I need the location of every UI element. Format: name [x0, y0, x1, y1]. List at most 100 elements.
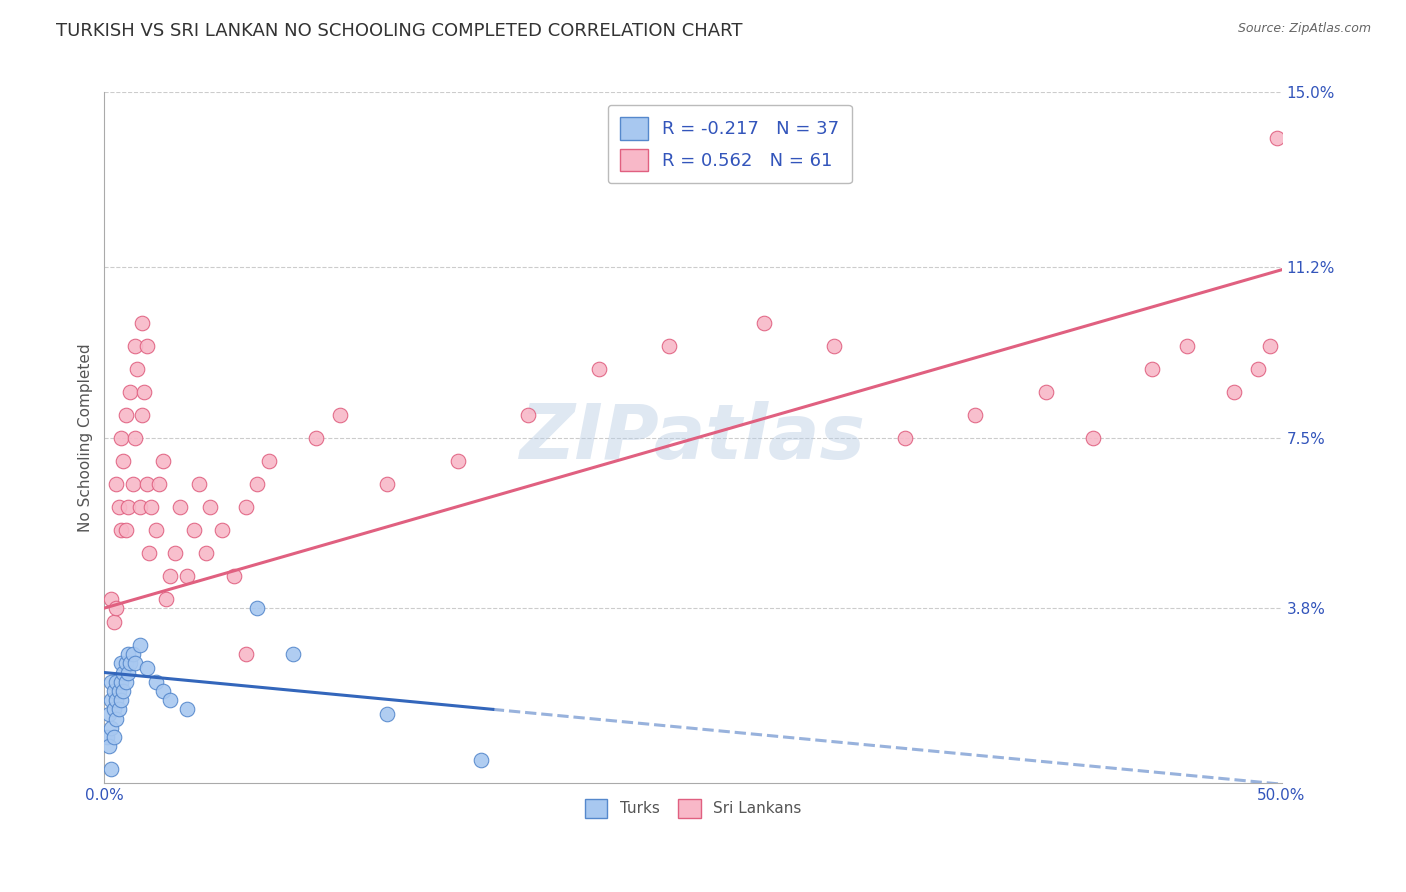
Point	[100, 762, 122, 776]
Point	[200, 500, 222, 514]
Point	[163, 546, 186, 560]
Point	[112, 454, 135, 468]
Point	[103, 702, 125, 716]
Point	[152, 684, 174, 698]
Point	[152, 454, 174, 468]
Point	[107, 684, 129, 698]
Point	[183, 523, 205, 537]
Point	[1083, 431, 1105, 445]
Point	[121, 476, 143, 491]
Point	[128, 500, 150, 514]
Point	[105, 693, 128, 707]
Point	[1035, 384, 1057, 399]
Point	[121, 647, 143, 661]
Point	[470, 753, 492, 767]
Point	[127, 361, 149, 376]
Y-axis label: No Schooling Completed: No Schooling Completed	[79, 343, 93, 532]
Point	[98, 706, 121, 721]
Point	[114, 523, 136, 537]
Point	[107, 500, 129, 514]
Point	[105, 712, 128, 726]
Point	[131, 408, 153, 422]
Text: Source: ZipAtlas.com: Source: ZipAtlas.com	[1237, 22, 1371, 36]
Point	[1247, 361, 1270, 376]
Point	[110, 431, 132, 445]
Point	[159, 569, 181, 583]
Point	[100, 674, 122, 689]
Point	[145, 523, 167, 537]
Legend: Turks, Sri Lankans: Turks, Sri Lankans	[578, 793, 807, 823]
Point	[96, 730, 118, 744]
Point	[138, 546, 160, 560]
Point	[100, 591, 122, 606]
Point	[105, 476, 128, 491]
Point	[110, 523, 132, 537]
Point	[1223, 384, 1246, 399]
Point	[169, 500, 191, 514]
Point	[112, 684, 135, 698]
Point	[176, 569, 198, 583]
Point	[187, 476, 209, 491]
Point	[110, 657, 132, 671]
Point	[965, 408, 987, 422]
Point	[105, 674, 128, 689]
Point	[329, 408, 352, 422]
Point	[141, 500, 163, 514]
Point	[105, 601, 128, 615]
Point	[588, 361, 610, 376]
Text: TURKISH VS SRI LANKAN NO SCHOOLING COMPLETED CORRELATION CHART: TURKISH VS SRI LANKAN NO SCHOOLING COMPL…	[56, 22, 742, 40]
Point	[114, 408, 136, 422]
Point	[246, 476, 269, 491]
Point	[120, 384, 142, 399]
Point	[145, 674, 167, 689]
Point	[281, 647, 304, 661]
Point	[194, 546, 217, 560]
Point	[235, 500, 257, 514]
Point	[752, 316, 775, 330]
Point	[135, 661, 157, 675]
Point	[103, 615, 125, 629]
Point	[155, 591, 177, 606]
Point	[1140, 361, 1163, 376]
Point	[124, 338, 146, 352]
Text: ZIPatlas: ZIPatlas	[520, 401, 866, 475]
Point	[1265, 131, 1288, 145]
Point	[159, 693, 181, 707]
Point	[110, 674, 132, 689]
Point	[114, 657, 136, 671]
Point	[176, 702, 198, 716]
Point	[131, 316, 153, 330]
Point	[148, 476, 170, 491]
Point	[1175, 338, 1198, 352]
Point	[246, 601, 269, 615]
Point	[211, 523, 233, 537]
Point	[120, 657, 142, 671]
Point	[446, 454, 468, 468]
Point	[658, 338, 681, 352]
Point	[117, 647, 139, 661]
Point	[100, 693, 122, 707]
Point	[894, 431, 917, 445]
Point	[128, 638, 150, 652]
Point	[112, 665, 135, 680]
Point	[98, 739, 121, 754]
Point	[375, 476, 398, 491]
Point	[117, 500, 139, 514]
Point	[134, 384, 156, 399]
Point	[375, 706, 398, 721]
Point	[257, 454, 280, 468]
Point	[222, 569, 245, 583]
Point	[305, 431, 328, 445]
Point	[103, 730, 125, 744]
Point	[124, 431, 146, 445]
Point	[114, 674, 136, 689]
Point	[235, 647, 257, 661]
Point	[117, 665, 139, 680]
Point	[110, 693, 132, 707]
Point	[517, 408, 540, 422]
Point	[823, 338, 845, 352]
Point	[107, 702, 129, 716]
Point	[103, 684, 125, 698]
Point	[135, 338, 157, 352]
Point	[124, 657, 146, 671]
